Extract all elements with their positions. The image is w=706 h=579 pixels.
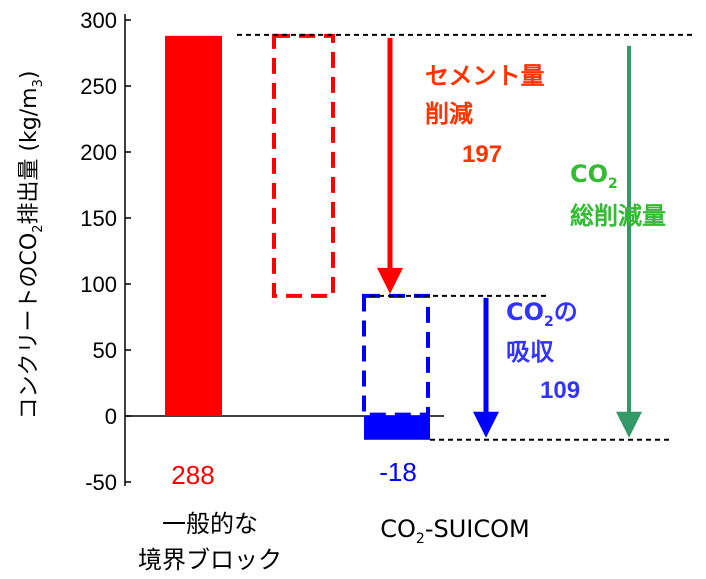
y-tick-label: 50 (93, 338, 117, 363)
category-suicom-co: CO (380, 515, 416, 543)
y-axis-label: コンクリートのCO2排出量 (kg/m3) (17, 71, 46, 420)
co2-absorption-sub: 2 (544, 314, 554, 330)
arrow-head (473, 411, 499, 438)
co2-absorption-value: 109 (540, 377, 580, 404)
cement-reduction-value: 197 (462, 141, 502, 168)
y-tick-label: 250 (80, 74, 117, 99)
y-tick-label: 200 (80, 140, 117, 165)
cement-reduction-label-line2: 削減 (425, 100, 473, 128)
y-tick-label: 100 (80, 272, 117, 297)
total-reduction-arrow (616, 45, 642, 438)
cement-reduction-dashed-box (272, 33, 335, 298)
cement-reduction-label-line1: セメント量 (425, 62, 545, 90)
y-tick-label: 150 (80, 206, 117, 231)
total-reduction-label-line2: 総削減量 (570, 202, 666, 230)
arrow-head (377, 267, 403, 294)
y-axis-label-close: ) (17, 71, 42, 80)
y-axis-label-main: コンクリートのCO (17, 233, 42, 420)
y-axis-label-unit-sub: 3 (31, 79, 46, 87)
bar-conventional-block (165, 35, 222, 417)
total-reduction-label-line1: CO2 (570, 160, 618, 192)
co2-absorption-label-line1: CO2の (506, 298, 578, 330)
bar-value-label-suicom: -18 (379, 457, 417, 487)
co2-absorption-dashed-box (362, 293, 430, 417)
category-label-suicom: CO2-SUICOM (380, 515, 529, 547)
y-tick-label: 300 (80, 8, 117, 33)
arrow-head (616, 411, 642, 438)
y-axis-label-tail: 排出量 (kg/m (17, 87, 42, 224)
category-suicom-suffix: -SUICOM (425, 515, 530, 543)
bar-co2-suicom (364, 416, 430, 440)
category-label-conventional-line2: 境界ブロック (138, 546, 282, 574)
y-tick-label: 0 (105, 404, 117, 429)
total-reduction-sub: 2 (608, 176, 618, 192)
category-label-conventional-line1: 一般的な (162, 510, 258, 538)
total-reduction-co: CO (570, 160, 608, 188)
co2-absorption-arrow (473, 297, 499, 438)
category-suicom-sub: 2 (416, 531, 425, 547)
y-tick-group: 300 250 200 150 100 50 0 -50 (80, 8, 131, 495)
cement-reduction-arrow (377, 37, 403, 294)
y-tick-label: -50 (85, 470, 117, 495)
co2-absorption-label-line2: 吸収 (506, 338, 555, 366)
co2-absorption-no: の (554, 298, 578, 326)
y-axis-label-sub: 2 (31, 225, 46, 233)
co2-absorption-co: CO (506, 298, 544, 326)
bar-value-label-conventional: 288 (171, 460, 214, 490)
